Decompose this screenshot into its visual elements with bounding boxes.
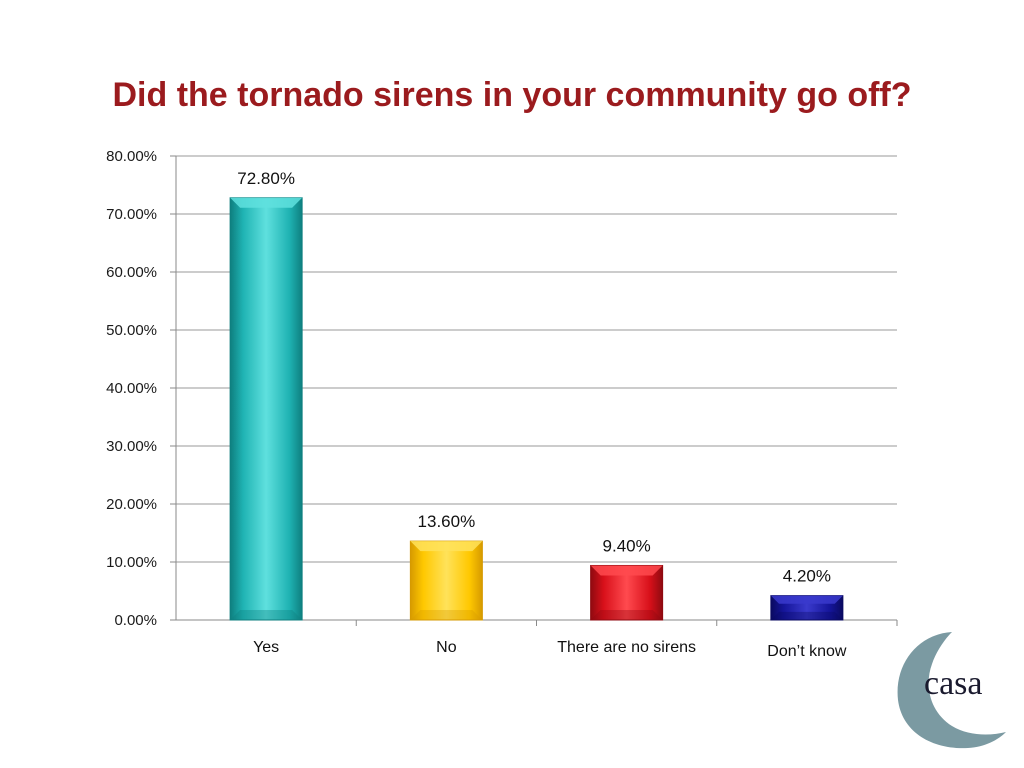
bar-2 (409, 540, 483, 621)
logo-swoosh-icon (897, 632, 1006, 749)
bar-bevel-top (410, 541, 483, 552)
labels: 0.00% 10.00% 20.00% 30.00% 40.00% 50.00% 60.00… (106, 148, 847, 660)
y-tick-label: 70.00% (106, 206, 157, 223)
x-tick-label: No (436, 639, 457, 656)
y-tick-label: 50.00% (106, 322, 157, 339)
bar-bevel-top (770, 595, 843, 604)
y-tick-label: 10.00% (106, 554, 157, 571)
y-tick-label: 0.00% (114, 612, 157, 629)
bar-bevel-top (590, 565, 663, 576)
bar-body (409, 540, 483, 621)
x-tick-label: Don’t know (767, 643, 847, 660)
bar-bevel-bottom (770, 611, 843, 620)
y-tick-label: 20.00% (106, 496, 157, 513)
bar-bevel-bottom (410, 610, 483, 620)
y-tick-label: 40.00% (106, 380, 157, 397)
y-tick-label: 30.00% (106, 438, 157, 455)
bar-3 (590, 564, 664, 621)
data-label: 9.40% (603, 536, 651, 555)
y-tick-label: 80.00% (106, 148, 157, 165)
page-title: Did the tornado sirens in your community… (112, 76, 912, 114)
bar-4 (770, 595, 844, 621)
x-tick-label: Yes (253, 639, 279, 656)
y-tick-label: 60.00% (106, 264, 157, 281)
data-label: 13.60% (418, 512, 476, 531)
bar-bevel-bottom (590, 610, 663, 620)
bar-body (229, 197, 303, 621)
data-label: 4.20% (783, 567, 831, 586)
bar-bevel-bottom (230, 610, 303, 620)
bars (229, 197, 844, 621)
logo-text: casa (924, 665, 983, 702)
data-label: 72.80% (237, 169, 295, 188)
bar-bevel-top (230, 197, 303, 208)
x-tick-label: There are no sirens (557, 639, 696, 656)
casa-logo: casa (897, 632, 1006, 749)
bar-1 (229, 197, 303, 621)
